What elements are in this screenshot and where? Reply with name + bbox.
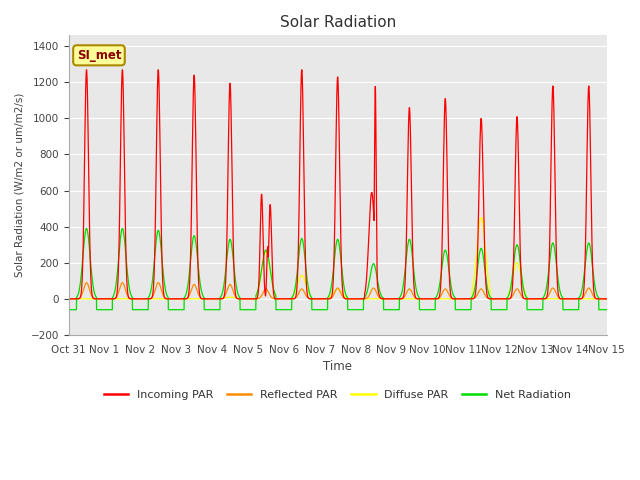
Line: Net Radiation: Net Radiation	[68, 228, 607, 310]
Y-axis label: Solar Radiation (W/m2 or um/m2/s): Solar Radiation (W/m2 or um/m2/s)	[15, 93, 25, 277]
Reflected PAR	[215, 296, 223, 302]
Incoming PAR	[603, 296, 611, 302]
Diffuse PAR	[215, 296, 223, 302]
Net Radiation	[603, 307, 611, 312]
Diffuse PAR	[552, 296, 559, 302]
Diffuse PAR	[602, 296, 610, 302]
Incoming PAR	[83, 67, 90, 72]
Reflected PAR	[602, 296, 610, 302]
Net Radiation	[602, 307, 610, 312]
Diffuse PAR	[399, 296, 407, 302]
Line: Incoming PAR: Incoming PAR	[68, 70, 607, 299]
Line: Diffuse PAR: Diffuse PAR	[68, 217, 607, 299]
Diffuse PAR	[603, 296, 611, 302]
Incoming PAR	[552, 217, 559, 223]
Incoming PAR	[390, 296, 398, 302]
Diffuse PAR	[477, 215, 485, 220]
Reflected PAR	[65, 296, 72, 302]
Diffuse PAR	[390, 296, 397, 302]
Legend: Incoming PAR, Reflected PAR, Diffuse PAR, Net Radiation: Incoming PAR, Reflected PAR, Diffuse PAR…	[99, 385, 576, 404]
Net Radiation	[399, 281, 407, 287]
Line: Reflected PAR: Reflected PAR	[68, 283, 607, 299]
Incoming PAR	[180, 296, 188, 302]
Net Radiation	[552, 254, 559, 260]
Reflected PAR	[552, 289, 559, 295]
Net Radiation	[180, 307, 188, 312]
Net Radiation	[83, 226, 90, 231]
Reflected PAR	[390, 296, 398, 302]
Reflected PAR	[603, 296, 611, 302]
Diffuse PAR	[65, 296, 72, 302]
Text: SI_met: SI_met	[77, 49, 121, 62]
Incoming PAR	[215, 296, 223, 302]
Incoming PAR	[65, 296, 72, 302]
Reflected PAR	[399, 295, 407, 300]
Net Radiation	[390, 307, 398, 312]
Title: Solar Radiation: Solar Radiation	[280, 15, 396, 30]
Diffuse PAR	[180, 296, 188, 302]
X-axis label: Time: Time	[323, 360, 352, 373]
Incoming PAR	[602, 296, 610, 302]
Reflected PAR	[180, 296, 188, 302]
Incoming PAR	[399, 294, 407, 300]
Net Radiation	[65, 307, 72, 312]
Reflected PAR	[83, 280, 90, 286]
Net Radiation	[215, 307, 223, 312]
